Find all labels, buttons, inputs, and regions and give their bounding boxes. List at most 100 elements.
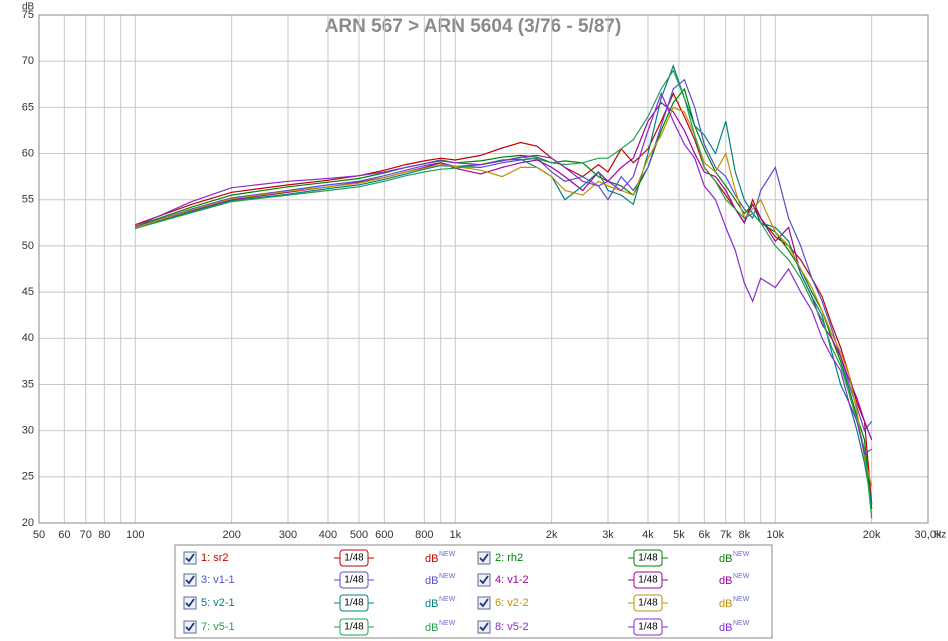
legend-smoothing-label: 1/48 <box>344 598 364 609</box>
legend-checkmark <box>185 622 195 632</box>
x-tick-label: 600 <box>375 529 393 541</box>
x-tick-label: 7k <box>720 529 732 541</box>
legend-checkbox[interactable] <box>183 620 197 634</box>
x-tick-label: 400 <box>319 529 337 541</box>
y-tick-label: 70 <box>22 55 34 67</box>
legend-smoothing-button[interactable] <box>339 618 369 636</box>
x-tick-label: 6k <box>699 529 711 541</box>
legend-label: 8: v5-2 <box>495 621 529 633</box>
legend-label: 7: v5-1 <box>201 621 235 633</box>
legend-unit: dB <box>425 553 438 565</box>
legend-smoothing-label: 1/48 <box>344 553 364 564</box>
y-tick-label: 30 <box>22 425 34 437</box>
series-line <box>135 69 873 519</box>
x-tick-label: 80 <box>98 529 110 541</box>
series-line <box>135 64 873 505</box>
legend-unit-badge: NEW <box>733 573 750 580</box>
series-line <box>135 78 873 432</box>
y-tick-label: 40 <box>22 332 34 344</box>
legend-checkbox[interactable] <box>477 551 491 565</box>
x-tick-label: 5k <box>673 529 685 541</box>
x-tick-label: 300 <box>279 529 297 541</box>
x-tick-label: 100 <box>126 529 144 541</box>
legend-box <box>174 544 773 639</box>
legend-unit: dB <box>425 622 438 634</box>
legend-checkmark <box>185 598 195 608</box>
y-tick-label: 55 <box>22 194 34 206</box>
x-tick-label: 60 <box>58 529 70 541</box>
legend-smoothing-button[interactable] <box>633 594 663 612</box>
legend-label: 6: v2-2 <box>495 597 529 609</box>
legend-checkmark <box>185 575 195 585</box>
legend-checkbox[interactable] <box>477 620 491 634</box>
x-tick-label: 2k <box>546 529 558 541</box>
legend-unit: dB <box>719 575 732 587</box>
legend-checkmark <box>479 622 489 632</box>
legend-label: 4: v1-2 <box>495 574 529 586</box>
legend-smoothing-label: 1/48 <box>638 622 658 633</box>
x-axis-label: Hz <box>934 530 946 541</box>
x-tick-label: 4k <box>642 529 654 541</box>
legend-smoothing-button[interactable] <box>633 618 663 636</box>
y-tick-label: 60 <box>22 147 34 159</box>
legend-smoothing-label: 1/48 <box>638 553 658 564</box>
x-tick-label: 3k <box>602 529 614 541</box>
legend-checkmark <box>185 553 195 563</box>
x-tick-label: 50 <box>33 529 45 541</box>
x-tick-label: 200 <box>222 529 240 541</box>
x-tick-label: 30,0k <box>915 529 942 541</box>
x-tick-label: 8k <box>738 529 750 541</box>
legend-checkbox[interactable] <box>477 573 491 587</box>
chart-title: ARN 567 > ARN 5604 (3/76 - 5/87) <box>325 16 622 37</box>
legend-unit-badge: NEW <box>439 596 456 603</box>
y-tick-label: 75 <box>22 9 34 21</box>
x-tick-label: 500 <box>350 529 368 541</box>
x-tick-label: 10k <box>766 529 784 541</box>
legend-label: 1: sr2 <box>201 552 229 564</box>
legend-checkmark <box>479 575 489 585</box>
legend-unit-badge: NEW <box>439 551 456 558</box>
legend-smoothing-button[interactable] <box>633 549 663 567</box>
legend-checkbox[interactable] <box>477 596 491 610</box>
x-tick-label: 20k <box>863 529 881 541</box>
legend-smoothing-label: 1/48 <box>344 622 364 633</box>
legend-unit: dB <box>425 598 438 610</box>
series-line <box>135 91 873 455</box>
legend-checkbox[interactable] <box>183 596 197 610</box>
x-tick-label: 70 <box>80 529 92 541</box>
legend-smoothing-button[interactable] <box>339 594 369 612</box>
y-tick-label: 50 <box>22 240 34 252</box>
legend-unit-badge: NEW <box>439 620 456 627</box>
x-tick-label: 800 <box>415 529 433 541</box>
y-tick-label: 45 <box>22 286 34 298</box>
legend-smoothing-label: 1/48 <box>638 598 658 609</box>
series-line <box>135 106 873 487</box>
legend-unit-badge: NEW <box>733 551 750 558</box>
legend-smoothing-label: 1/48 <box>638 575 658 586</box>
legend-unit: dB <box>425 575 438 587</box>
plot-border <box>38 14 929 524</box>
legend-smoothing-label: 1/48 <box>344 575 364 586</box>
legend-label: 5: v2-1 <box>201 597 235 609</box>
legend-unit: dB <box>719 553 732 565</box>
legend-label: 3: v1-1 <box>201 574 235 586</box>
legend-unit-badge: NEW <box>733 596 750 603</box>
y-tick-label: 20 <box>22 517 34 529</box>
series-line <box>135 92 873 505</box>
legend-smoothing-button[interactable] <box>633 571 663 589</box>
y-tick-label: 65 <box>22 101 34 113</box>
legend-checkbox[interactable] <box>183 551 197 565</box>
y-tick-label: 35 <box>22 378 34 390</box>
y-axis-label: dB <box>22 2 35 13</box>
x-tick-label: 1k <box>450 529 462 541</box>
legend-unit: dB <box>719 622 732 634</box>
legend-checkmark <box>479 598 489 608</box>
legend-unit: dB <box>719 598 732 610</box>
legend-smoothing-button[interactable] <box>339 549 369 567</box>
legend-smoothing-button[interactable] <box>339 571 369 589</box>
legend-label: 2: rh2 <box>495 552 523 564</box>
legend-checkbox[interactable] <box>183 573 197 587</box>
